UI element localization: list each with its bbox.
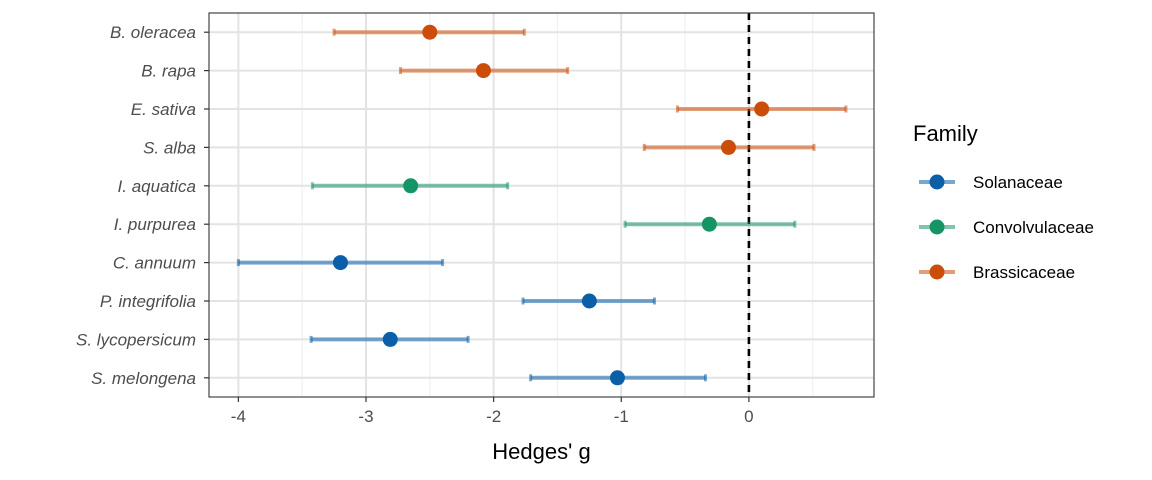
legend-item: Brassicaceae — [919, 263, 1075, 282]
estimate-point — [609, 370, 625, 386]
estimate-point — [754, 101, 770, 117]
forest-row — [332, 24, 526, 40]
forest-row — [521, 293, 656, 309]
estimate-point — [403, 178, 419, 194]
legend-label: Convolvulaceae — [973, 218, 1094, 237]
legend-label: Solanaceae — [973, 173, 1063, 192]
legend-key-point — [929, 174, 945, 190]
y-tick-label: B. oleracea — [110, 23, 196, 42]
legend: Family Solanaceae Convolvulaceae Brassicace… — [913, 121, 1094, 282]
legend-label: Brassicaceae — [973, 263, 1075, 282]
estimate-point — [382, 331, 398, 347]
forest-row — [309, 331, 470, 347]
estimate-point — [422, 24, 438, 40]
legend-key-point — [929, 219, 945, 235]
legend-item: Convolvulaceae — [919, 218, 1094, 237]
y-tick-label: C. annuum — [113, 254, 196, 273]
y-axis: B. oleracea B. rapa E. sativa S. alba I. aqu… — [76, 23, 209, 388]
x-axis-title: Hedges' g — [492, 439, 590, 464]
forest-row — [623, 216, 797, 232]
estimate-point — [701, 216, 717, 232]
data-marks — [236, 24, 848, 386]
plot-panel-border — [208, 12, 875, 398]
y-tick-label: I. aquatica — [118, 177, 196, 196]
forest-row — [398, 63, 570, 79]
y-tick-label: S. lycopersicum — [76, 330, 196, 349]
estimate-point — [332, 255, 348, 271]
x-tick-label: -1 — [614, 407, 629, 426]
estimate-point — [475, 63, 491, 79]
legend-title: Family — [913, 121, 978, 146]
forest-row — [236, 255, 445, 271]
x-tick-label: -3 — [358, 407, 373, 426]
forest-row — [675, 101, 848, 117]
legend-key-point — [929, 264, 945, 280]
y-tick-label: E. sativa — [131, 100, 196, 119]
x-tick-label: -4 — [231, 407, 246, 426]
y-tick-label: I. purpurea — [114, 215, 196, 234]
y-tick-label: S. alba — [143, 138, 196, 157]
y-tick-label: S. melongena — [91, 369, 196, 388]
estimate-point — [720, 139, 736, 155]
forest-row — [529, 370, 708, 386]
forest-row — [642, 139, 816, 155]
y-tick-label: P. integrifolia — [100, 292, 196, 311]
x-tick-label: -2 — [486, 407, 501, 426]
y-tick-label: B. rapa — [141, 62, 196, 81]
x-axis: -4 -3 -2 -1 0 — [231, 397, 754, 426]
estimate-point — [581, 293, 597, 309]
legend-item: Solanaceae — [919, 173, 1063, 192]
x-tick-label: 0 — [744, 407, 753, 426]
forest-row — [310, 178, 510, 194]
